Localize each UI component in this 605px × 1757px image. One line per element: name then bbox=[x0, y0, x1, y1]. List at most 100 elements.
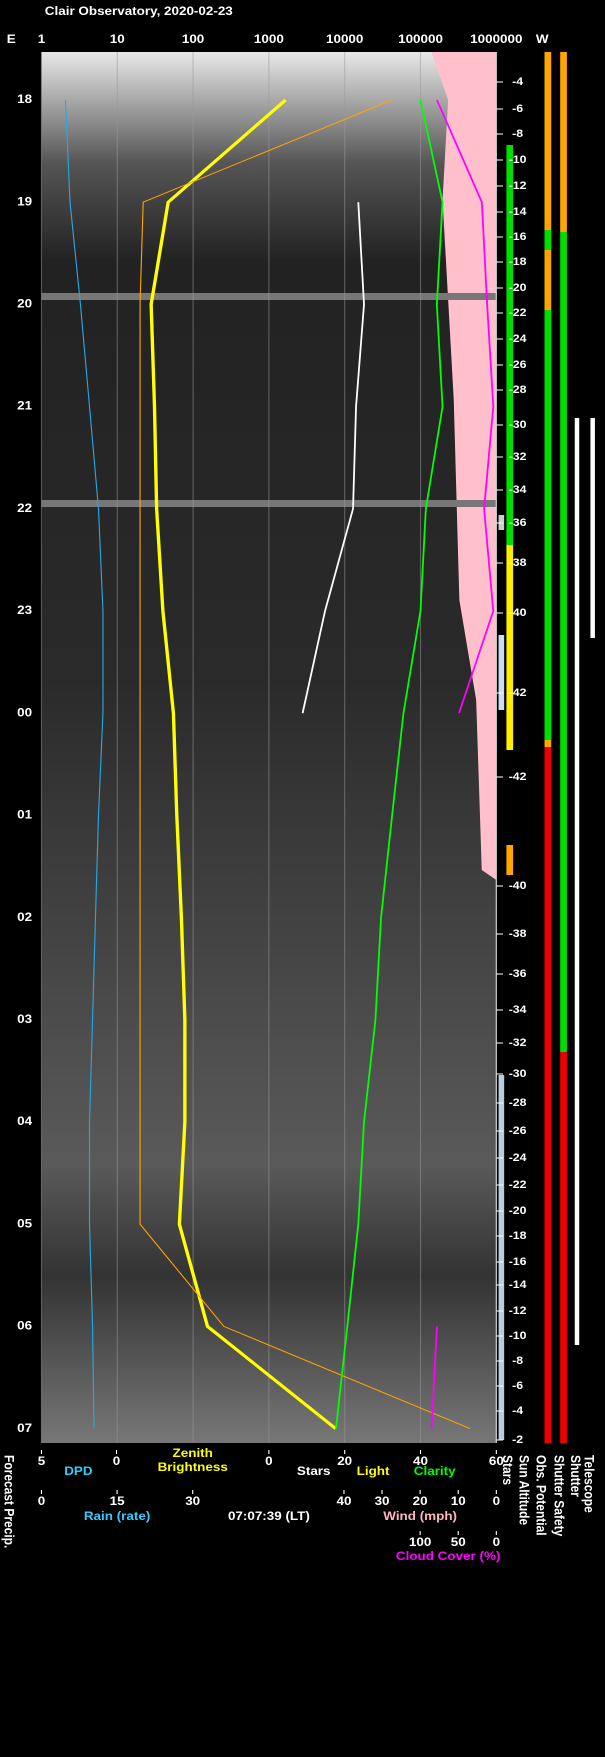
y-tick-label: 00 bbox=[17, 705, 32, 719]
sun-altitude-label: -6 bbox=[512, 102, 523, 114]
sun-altitude-label: -14 bbox=[509, 205, 527, 217]
x-tick-label: 0 bbox=[113, 1454, 120, 1468]
shutter-safety bbox=[560, 1052, 567, 1443]
sun-altitude-label: -28 bbox=[509, 383, 527, 395]
sun-altitude-label: -34 bbox=[509, 1003, 527, 1015]
sun-altitude-label: -10 bbox=[509, 153, 527, 165]
x-tick-label: 0 bbox=[493, 1535, 500, 1549]
axis-label: Rain (rate) bbox=[84, 1509, 150, 1523]
shutter bbox=[574, 418, 580, 1345]
series-line bbox=[430, 99, 495, 1429]
timestamp: 07:07:39 (LT) bbox=[228, 1509, 310, 1523]
x-tick-label: 100 bbox=[182, 32, 204, 46]
telescope bbox=[590, 418, 595, 638]
series-line bbox=[149, 98, 337, 1430]
y-tick-label: 21 bbox=[17, 398, 32, 412]
x-tick-label: 0 bbox=[493, 1494, 500, 1508]
sun-altitude-label: -38 bbox=[509, 927, 527, 939]
sun-altitude-label: -24 bbox=[509, 1151, 527, 1163]
obs-potential bbox=[544, 310, 552, 740]
title: Clair Observatory, 2020-02-23 bbox=[45, 4, 233, 18]
series-line bbox=[335, 99, 444, 1429]
sun-altitude-label: -40 bbox=[509, 606, 527, 618]
sun-altitude-label: -30 bbox=[509, 418, 527, 430]
sun-altitude-label: -16 bbox=[509, 230, 527, 242]
sun-status bbox=[506, 845, 514, 875]
sun-altitude-label: -12 bbox=[509, 179, 527, 191]
x-tick-label: 1 bbox=[38, 32, 45, 46]
legend-entry: Light bbox=[357, 1464, 391, 1478]
stars-status bbox=[498, 1075, 505, 1440]
sun-altitude-label: -34 bbox=[509, 483, 527, 495]
obs-potential bbox=[544, 747, 552, 1443]
y-tick-label: 01 bbox=[17, 807, 32, 821]
series-line bbox=[301, 202, 365, 714]
sun-altitude-label: -36 bbox=[509, 967, 527, 979]
status-label: Telescope bbox=[581, 1455, 597, 1513]
x-tick-label: 40 bbox=[413, 1454, 428, 1468]
x-tick-label: 100000 bbox=[398, 32, 443, 46]
sun-altitude-label: -8 bbox=[512, 1354, 523, 1366]
x-tick-label: 20 bbox=[337, 1454, 352, 1468]
sun-altitude-label: -20 bbox=[509, 1204, 527, 1216]
status-label: Stars bbox=[500, 1455, 516, 1485]
x-tick-label: 50 bbox=[451, 1535, 466, 1549]
sun-altitude-label: -20 bbox=[509, 281, 527, 293]
sun-altitude-label: -18 bbox=[509, 255, 527, 267]
legend-entry-box: Zenith Brightness bbox=[157, 1446, 228, 1474]
sun-status bbox=[506, 145, 514, 545]
y-tick-label: 18 bbox=[17, 92, 32, 106]
sun-altitude-label: -10 bbox=[509, 1329, 527, 1341]
legend-entry: Clarity bbox=[414, 1464, 457, 1478]
x-tick-label: 100 bbox=[409, 1535, 431, 1549]
x-tick-label: 5 bbox=[38, 1454, 45, 1468]
status-label: Shutter bbox=[568, 1455, 584, 1497]
x-tick-label: 30 bbox=[375, 1494, 390, 1508]
x-tick-label: 0 bbox=[265, 1454, 272, 1468]
sun-altitude-label: -24 bbox=[509, 332, 527, 344]
sun-altitude-label: -42 bbox=[509, 770, 527, 782]
y-tick-label: 02 bbox=[17, 909, 32, 923]
legend-entry: Zenith Brightness bbox=[157, 1446, 228, 1474]
sun-altitude-label: -28 bbox=[509, 1096, 527, 1108]
sun-altitude-label: -8 bbox=[512, 127, 523, 139]
sun-altitude-label: -42 bbox=[509, 686, 527, 698]
x-tick-label: 40 bbox=[336, 1494, 351, 1508]
series-line bbox=[139, 99, 471, 1430]
sun-altitude-label: -12 bbox=[509, 1304, 527, 1316]
stars-status bbox=[498, 635, 505, 710]
sun-altitude-label: -6 bbox=[512, 1379, 523, 1391]
legend-entry: Cloud Cover (%) bbox=[396, 1549, 501, 1563]
x-tick-label: 15 bbox=[110, 1494, 125, 1508]
sun-altitude-label: -2 bbox=[512, 1433, 523, 1445]
x-tick-label: 1000000 bbox=[470, 32, 522, 46]
status-label: Shutter Safety bbox=[551, 1455, 567, 1537]
sun-altitude-label: -4 bbox=[512, 75, 523, 87]
sun-altitude-label: -32 bbox=[509, 450, 527, 462]
y-tick-label: 05 bbox=[17, 1216, 32, 1230]
x-tick-label: 10 bbox=[110, 32, 125, 46]
axis-label: Wind (mph) bbox=[383, 1509, 457, 1523]
y-tick-label: 07 bbox=[17, 1420, 32, 1434]
status-label: Obs. Potential bbox=[533, 1455, 549, 1536]
sun-altitude-label: -36 bbox=[509, 516, 527, 528]
y-tick-label: 19 bbox=[17, 194, 32, 208]
x-tick-label: 30 bbox=[185, 1494, 200, 1508]
sun-altitude-label: -30 bbox=[509, 1067, 527, 1079]
y-tick-label: 06 bbox=[17, 1318, 32, 1332]
y-tick-label: 23 bbox=[17, 603, 32, 617]
sun-altitude-label: -16 bbox=[509, 1255, 527, 1267]
legend-entry: DPD bbox=[64, 1464, 92, 1478]
sun-altitude-label: -26 bbox=[509, 1124, 527, 1136]
obs-potential bbox=[544, 230, 552, 250]
sun-altitude-label: -14 bbox=[509, 1278, 527, 1290]
y-tick-label: 04 bbox=[17, 1114, 33, 1128]
x-tick-label: 0 bbox=[38, 1494, 45, 1508]
sun-altitude-label: -18 bbox=[509, 1229, 527, 1241]
x-tick-label: 60 bbox=[489, 1454, 504, 1468]
east-label: E bbox=[7, 32, 16, 46]
y-tick-label: 03 bbox=[17, 1012, 32, 1026]
y-tick-label: 20 bbox=[17, 296, 32, 310]
